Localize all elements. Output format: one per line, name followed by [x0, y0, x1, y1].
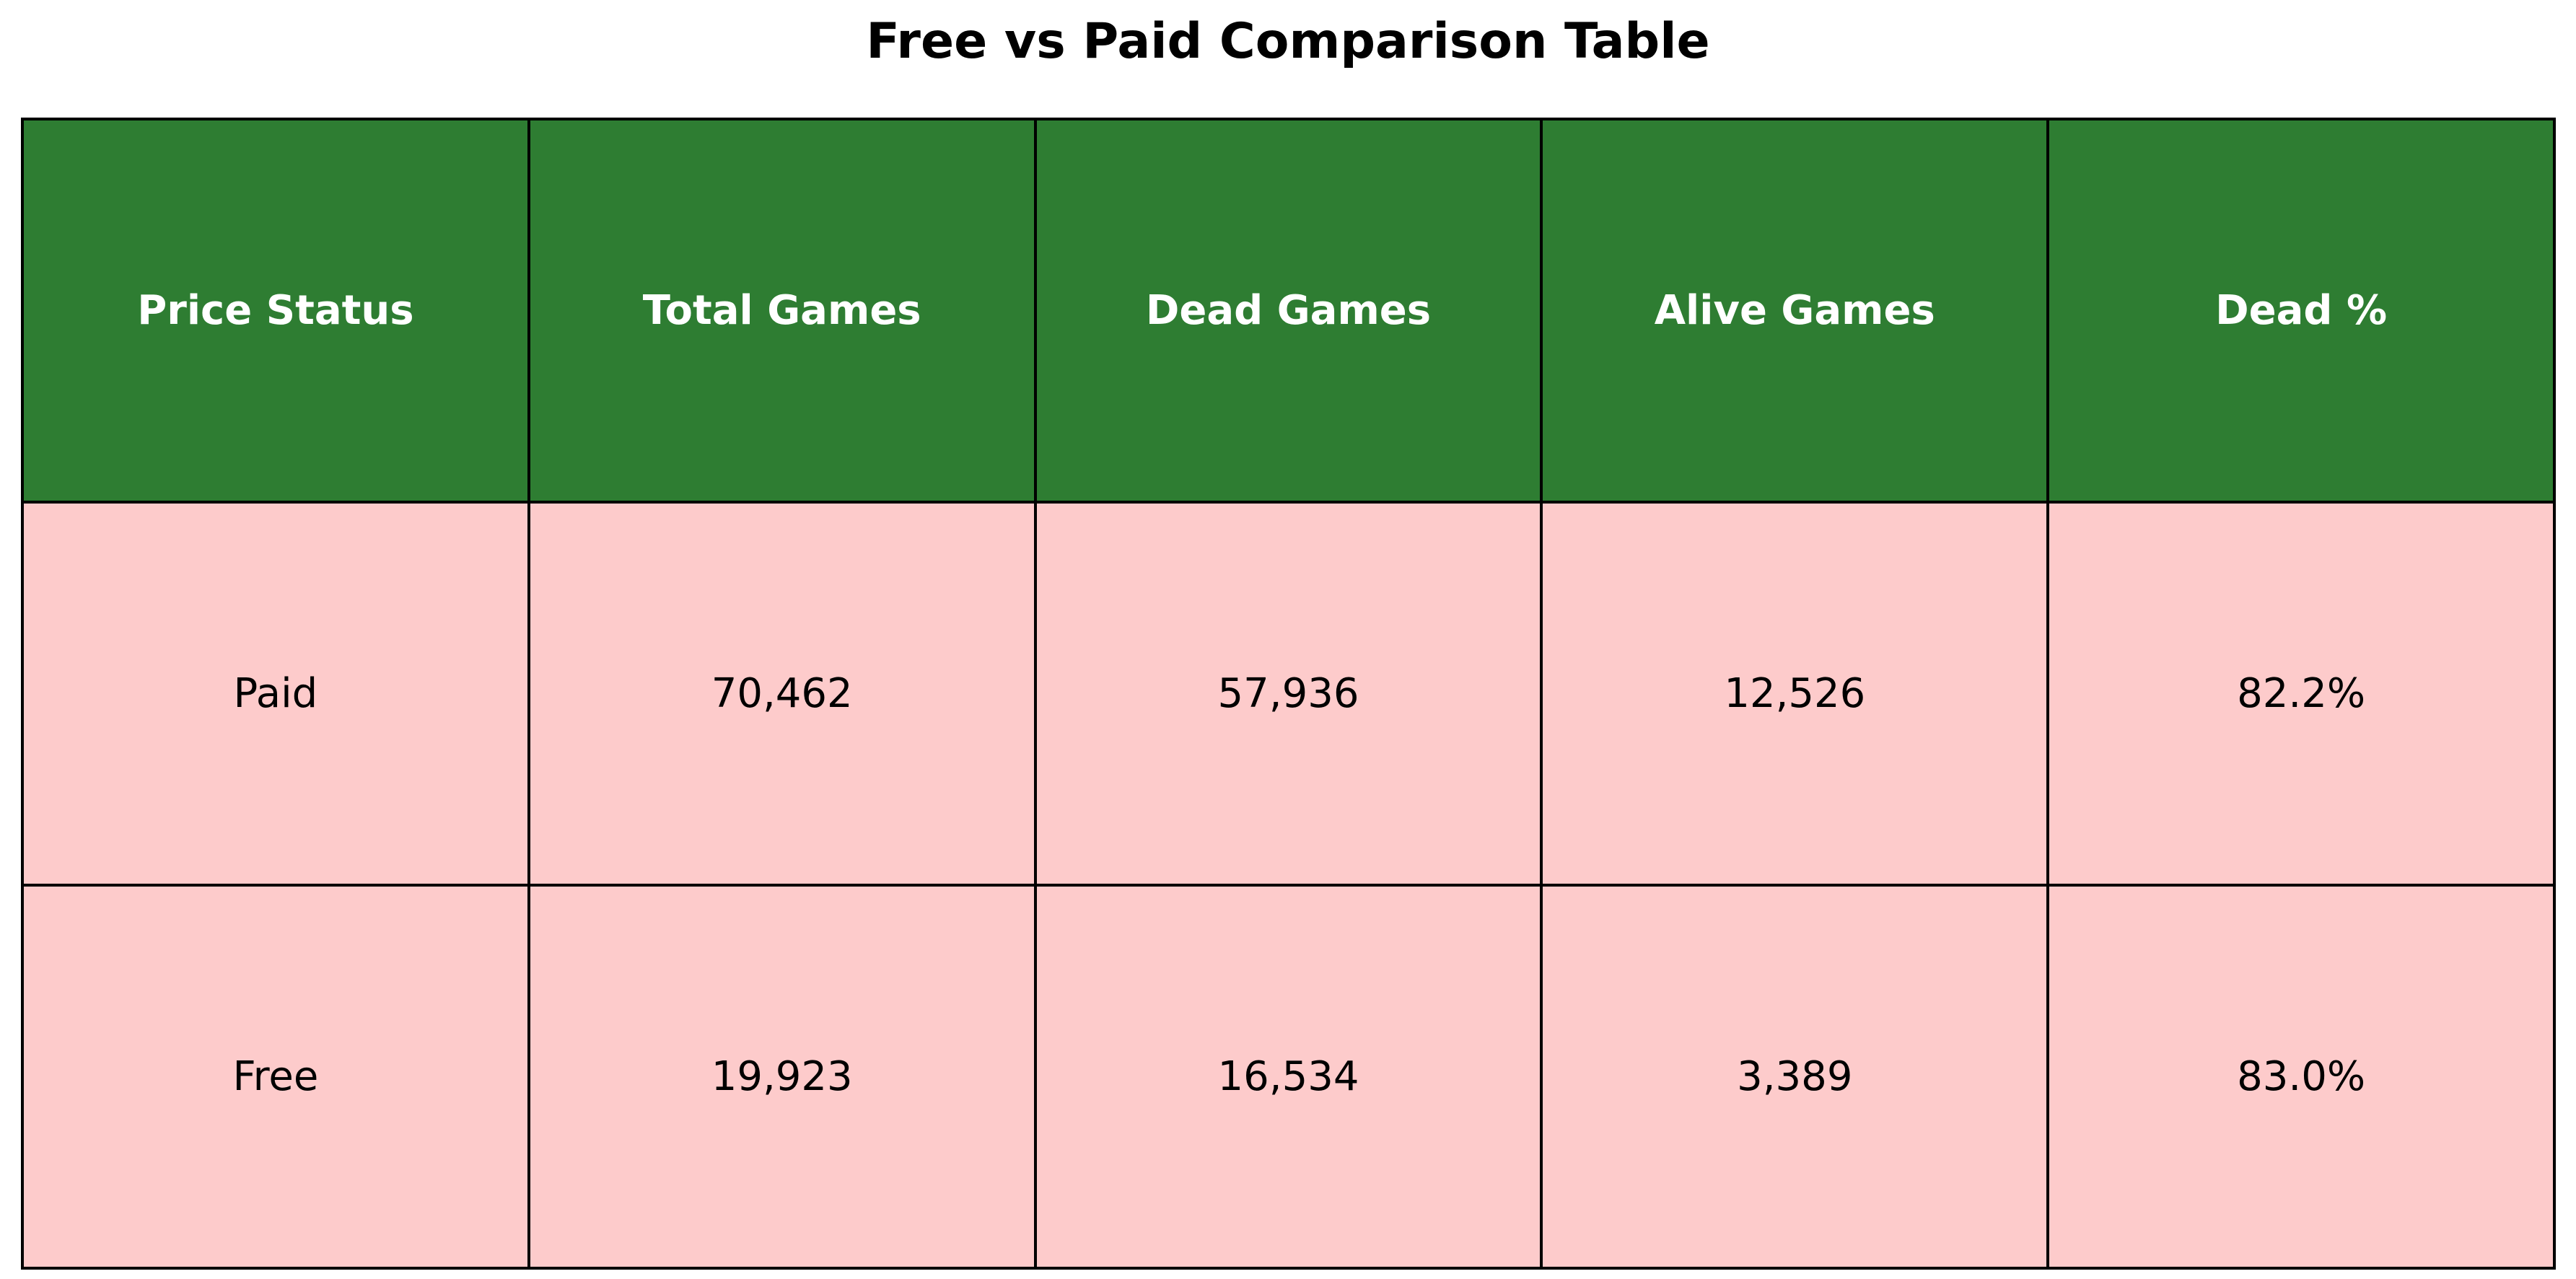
header-cell: Dead Games	[1033, 118, 1543, 504]
table-header-row: Price Status Total Games Dead Games Aliv…	[21, 118, 2556, 504]
header-cell: Alive Games	[1540, 118, 2050, 504]
table-cell: 83.0%	[2046, 884, 2556, 1270]
table-row: Paid 70,462 57,936 12,526 82.2%	[21, 501, 2556, 887]
table-cell: 19,923	[527, 884, 1037, 1270]
table-cell: Free	[21, 884, 530, 1270]
table-cell: 12,526	[1540, 501, 2050, 887]
table-row: Free 19,923 16,534 3,389 83.0%	[21, 884, 2556, 1270]
table-cell: 16,534	[1033, 884, 1543, 1270]
table-cell: 57,936	[1033, 501, 1543, 887]
comparison-table: Price Status Total Games Dead Games Aliv…	[21, 118, 2556, 1270]
header-cell: Price Status	[21, 118, 530, 504]
table-cell: 82.2%	[2046, 501, 2556, 887]
table-cell: Paid	[21, 501, 530, 887]
chart-title: Free vs Paid Comparison Table	[866, 13, 1710, 70]
table-cell: 70,462	[527, 501, 1037, 887]
header-cell: Dead %	[2046, 118, 2556, 504]
table-cell: 3,389	[1540, 884, 2050, 1270]
header-cell: Total Games	[527, 118, 1037, 504]
